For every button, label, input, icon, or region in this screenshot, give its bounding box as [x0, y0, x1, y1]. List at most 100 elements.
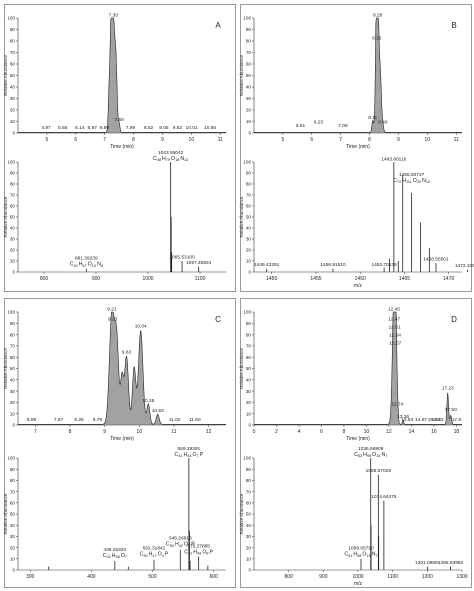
chromatogram-c-y-tick-label: 80 [10, 332, 16, 337]
spectrum-d-y-tick-label: 0 [248, 568, 251, 573]
spectrum-b-x-tick-label: 1470 [443, 276, 454, 282]
peak-label: 17.50 [445, 407, 457, 413]
spectrum-d-y-axis-label: Relative Abundance [239, 493, 244, 534]
spectrum-b-x-axis-label: m/z [354, 283, 363, 289]
chromatogram-d-y-tick-label: 90 [246, 321, 252, 326]
spectrum-peak-label: 502.31841 [143, 546, 166, 552]
peak-label: 4.97 [41, 125, 51, 131]
spectrum-c-y-tick-label: 60 [10, 501, 16, 506]
peak-label: 17.23 [442, 386, 454, 392]
spectrum-peak-label: 1462.70136 [371, 262, 397, 268]
chromatogram-d-y-tick-label: 80 [246, 332, 252, 337]
spectrum-peak-label: 1266.93982 [438, 560, 464, 566]
chromatogram-c-y-tick-label: 10 [10, 411, 16, 416]
chromatogram-a-y-tick-label: 90 [10, 27, 16, 32]
chromatogram-d-x-tick-label: 6 [320, 429, 323, 435]
spectrum-d-x-tick-label: 1300 [456, 574, 467, 580]
peak-label: 16.33 [432, 417, 444, 423]
panel-letter-a: A [215, 21, 221, 30]
panel-c-frame [4, 298, 236, 588]
chromatogram-a-x-tick-label: 5 [45, 137, 48, 143]
chromatogram-d-x-tick-label: 10 [364, 429, 370, 435]
spectrum-a-x-tick-label: 1100 [195, 276, 206, 282]
spectrum-c-y-axis-label: Relative Abundance [3, 493, 8, 534]
chromatogram-c-y-tick-label: 0 [12, 423, 15, 428]
peak-label: 8.28 [373, 13, 383, 19]
peak-label: 17.8 [452, 417, 462, 423]
spectrum-d-x-tick-label: 1000 [352, 574, 363, 580]
peak-label: 12.74 [391, 401, 403, 407]
peak-label: 7.67 [54, 417, 64, 423]
chromatogram-c-y-tick-label: 90 [10, 321, 16, 326]
chromatogram-a-y-tick-label: 60 [10, 62, 16, 67]
spectrum-a-y-tick-label: 0 [12, 270, 15, 275]
spectrum-b-y-tick-label: 70 [246, 193, 252, 198]
spectrum-b-y-tick-label: 50 [246, 215, 252, 220]
spectrum-a-y-tick-label: 60 [10, 204, 16, 209]
peak-label: 12.47 [388, 317, 400, 323]
peak-label: 12.54 [389, 332, 401, 338]
panel-d-frame [240, 298, 472, 588]
spectrum-a-x-tick-label: 800 [40, 276, 49, 282]
chromatogram-d-fill [254, 312, 462, 425]
peak-label: 13.63 [401, 417, 413, 423]
spectrum-peak-label: 1074.64478 [371, 494, 397, 500]
panel-b-frame [240, 4, 472, 292]
peak-label: 13.26 [397, 414, 409, 420]
spectrum-peak-formula: C24 H38 O7 [103, 553, 127, 559]
chromatogram-a-x-tick-label: 9 [161, 137, 164, 143]
panel-letter-b: B [451, 21, 456, 30]
spectrum-peak-label: 1043.55042 [158, 150, 184, 156]
chromatogram-b-trace [254, 17, 462, 133]
chromatogram-d-y-tick-label: 50 [246, 366, 252, 371]
chromatogram-d-trace [254, 311, 462, 425]
peak-label: 9.52 [173, 125, 183, 131]
chromatogram-a-x-axis-label: Time (min) [110, 144, 134, 150]
peak-label: 9.23 [108, 317, 118, 323]
chromatogram-d-x-tick-label: 16 [431, 429, 437, 435]
spectrum-a-y-tick-label: 70 [10, 193, 16, 198]
spectrum-d-y-tick-label: 20 [246, 545, 252, 550]
spectrum-peak-formula: C72 H111 O20 N12 [393, 178, 430, 184]
chromatogram-c-y-tick-label: 30 [10, 389, 16, 394]
spectrum-d-x-tick-label: 800 [284, 574, 293, 580]
spectrum-d-y-tick-label: 80 [246, 478, 252, 483]
spectrum-d-x-axis-label: m/z [354, 581, 363, 587]
peak-label: 12.57 [389, 340, 401, 346]
chromatogram-b-y-tick-label: 80 [246, 39, 252, 44]
chromatogram-b-y-tick-label: 70 [246, 50, 252, 55]
panel-letter-c: C [215, 315, 221, 324]
spectrum-peak-label: 1097.46824 [186, 260, 212, 266]
spectrum-b-y-tick-label: 0 [248, 270, 251, 275]
peak-label: 7.30 [109, 13, 119, 19]
peak-label: 6.99 [100, 125, 110, 131]
peak-label: 10.53 [152, 408, 164, 414]
spectrum-peak-label: 1058.67029 [366, 468, 392, 474]
peak-label: 10.01 [186, 125, 198, 131]
chromatogram-b-y-tick-label: 60 [246, 62, 252, 67]
chromatogram-c-x-axis-label: Time (min) [110, 436, 134, 442]
chromatogram-a-y-tick-label: 70 [10, 50, 16, 55]
spectrum-d-y-tick-label: 30 [246, 534, 252, 539]
spectrum-peak-label: 559.28391 [178, 446, 201, 452]
chromatogram-a-y-axis-label: Relative Abundance [3, 55, 8, 96]
spectrum-a-x-tick-label: 1000 [142, 276, 153, 282]
chromatogram-a-x-tick-label: 6 [74, 137, 77, 143]
spectrum-b-y-tick-label: 90 [246, 171, 252, 176]
peak-label: 9.21 [107, 307, 117, 313]
spectrum-d-x-tick-label: 1200 [422, 574, 433, 580]
spectrum-peak-label: 1456.91810 [320, 262, 346, 268]
chromatogram-c-x-tick-label: 8 [69, 429, 72, 435]
chromatogram-b-y-tick-label: 10 [246, 119, 252, 124]
chromatogram-a-y-tick-label: 80 [10, 39, 16, 44]
spectrum-c-y-tick-label: 70 [10, 489, 16, 494]
chromatogram-c-trace [18, 311, 226, 425]
spectrum-d-y-tick-label: 60 [246, 501, 252, 506]
peak-label: 8.25 [372, 36, 382, 42]
spectrum-a-y-tick-label: 20 [10, 248, 16, 253]
spectrum-b-y-tick-label: 40 [246, 226, 252, 231]
peak-label: 11.02 [169, 417, 181, 423]
peak-label: 8.26 [74, 417, 84, 423]
spectrum-peak-formula: C30 H47 O4 P [140, 552, 169, 558]
